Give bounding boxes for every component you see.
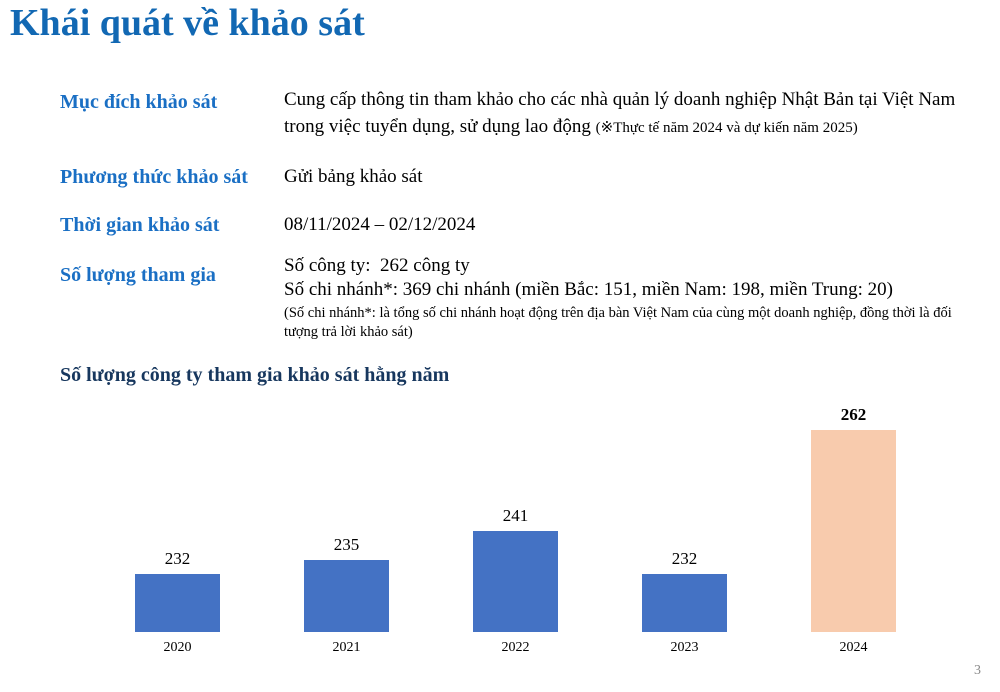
- bar-chart: 232 2020 235 2021 241 2022 232 2023 262 2024: [93, 395, 938, 660]
- bar-group-2023: 232 2023: [600, 395, 769, 660]
- label-participants-count: Số lượng tham gia: [60, 264, 216, 286]
- content-participants-count: Số công ty: 262 công ty Số chi nhánh*: 3…: [284, 254, 984, 342]
- category-label-2023: 2023: [670, 640, 699, 655]
- bar-value-label-2021: 235: [333, 535, 360, 554]
- bar-2020: [135, 574, 220, 632]
- category-label-2022: 2022: [501, 640, 530, 655]
- bar-value-label-2023: 232: [671, 549, 698, 569]
- category-label-2024: 2024: [839, 640, 868, 655]
- bar-2021: [304, 560, 389, 632]
- content-survey-method: Gửi bảng khảo sát: [284, 166, 423, 187]
- content-survey-purpose: Cung cấp thông tin tham khảo cho các nhà…: [284, 86, 984, 142]
- chart-section-title: Số lượng công ty tham gia khảo sát hằng …: [60, 364, 450, 386]
- bar-value-label-2020: 232: [164, 549, 191, 569]
- bar-group-2020: 232 2020: [93, 395, 262, 660]
- survey-purpose-note: (※Thực tế năm 2024 và dự kiến năm 2025): [595, 120, 858, 136]
- bar-group-2024: 262 2024: [769, 395, 938, 660]
- bar-value-label-2024: 262: [840, 405, 867, 425]
- page-title: Khái quát về khảo sát: [10, 2, 365, 44]
- category-label-2020: 2020: [163, 640, 192, 655]
- bar-2024: [811, 430, 896, 632]
- bar-value-label-2022: 241: [502, 506, 529, 526]
- bar-2023: [642, 574, 727, 632]
- branches-footnote: (Số chi nhánh*: là tổng số chi nhánh hoạ…: [284, 305, 952, 340]
- participants-branches-line: Số chi nhánh*: 369 chi nhánh (miền Bắc: …: [284, 279, 893, 300]
- participants-companies-line: Số công ty: 262 công ty: [284, 255, 470, 276]
- label-survey-period: Thời gian khảo sát: [60, 214, 220, 236]
- bar-group-2022: 241 2022: [431, 395, 600, 660]
- label-survey-method: Phương thức khảo sát: [60, 166, 248, 188]
- page-number: 3: [974, 663, 981, 678]
- bar-2022: [473, 531, 558, 632]
- survey-purpose-text: Cung cấp thông tin tham khảo cho các nhà…: [284, 89, 956, 137]
- label-survey-purpose: Mục đích khảo sát: [60, 91, 218, 113]
- content-survey-period: 08/11/2024 – 02/12/2024: [284, 214, 476, 235]
- bar-group-2021: 235 2021: [262, 395, 431, 660]
- category-label-2021: 2021: [332, 640, 361, 655]
